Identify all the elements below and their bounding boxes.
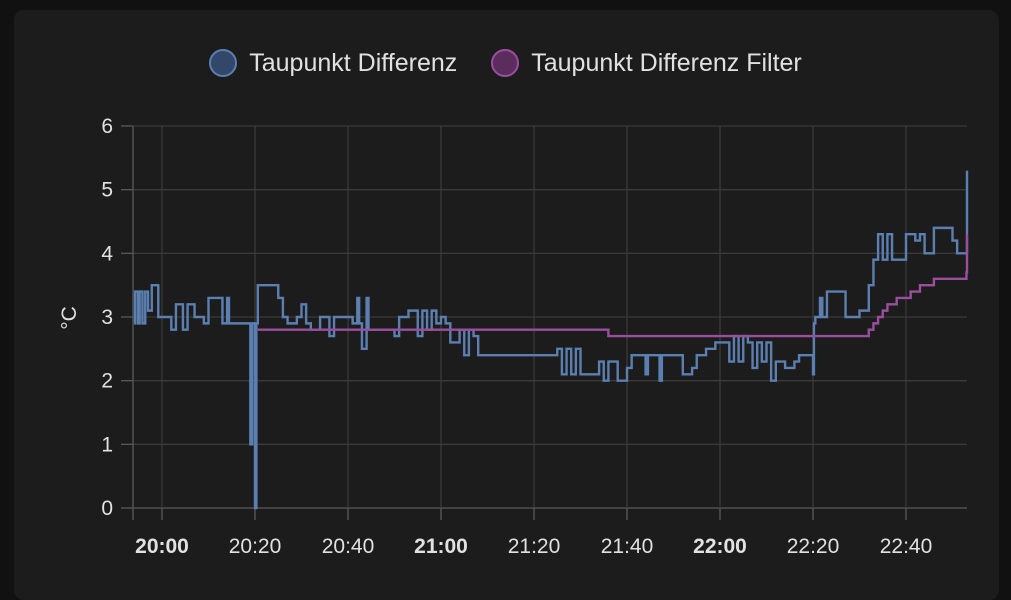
y-tick-label: 1 <box>101 433 113 456</box>
legend-item-taupunkt-differenz[interactable]: Taupunkt Differenz <box>209 49 457 78</box>
y-tick-label: 3 <box>101 306 113 329</box>
y-tick-label: 4 <box>101 242 113 265</box>
x-tick-label: 20:40 <box>322 535 375 558</box>
line-chart: 0 1 2 3 4 5 6 20:00 20:20 20:40 21:00 21:20 21:40 22… <box>58 115 969 558</box>
legend-item-taupunkt-differenz-filter[interactable]: Taupunkt Differenz Filter <box>491 49 802 78</box>
x-tick-label: 21:20 <box>508 535 561 558</box>
series-line-taupunkt-differenz <box>133 170 969 510</box>
legend-swatch-taupunkt-differenz-filter <box>491 49 520 77</box>
legend-label-taupunkt-differenz-filter: Taupunkt Differenz Filter <box>531 48 802 77</box>
y-tick-label: 5 <box>101 179 113 202</box>
x-tick-label: 20:20 <box>229 535 282 558</box>
y-tick-label: 6 <box>101 115 113 138</box>
x-tick-label: 21:40 <box>601 535 654 558</box>
x-tick-label: 22:20 <box>787 535 840 558</box>
y-axis-ticks: 0 1 2 3 4 5 6 <box>101 115 113 520</box>
y-tick-label: 0 <box>101 497 113 520</box>
legend-label-taupunkt-differenz: Taupunkt Differenz <box>249 48 458 77</box>
x-tick-label: 20:00 <box>135 535 189 558</box>
x-axis-ticks: 20:00 20:20 20:40 21:00 21:20 21:40 22:00 22:20… <box>135 535 932 558</box>
y-axis-label: °C <box>58 306 81 330</box>
chart-series <box>133 170 969 510</box>
x-tick-label: 22:00 <box>693 535 747 558</box>
chart-legend: Taupunkt Differenz Taupunkt Differenz Fi… <box>0 0 1011 93</box>
x-tick-label: 21:00 <box>414 535 468 558</box>
series-line-taupunkt-differenz-filter <box>257 234 969 338</box>
x-tick-label: 22:40 <box>880 535 933 558</box>
y-tick-label: 2 <box>101 370 113 393</box>
legend-swatch-taupunkt-differenz <box>209 49 238 77</box>
